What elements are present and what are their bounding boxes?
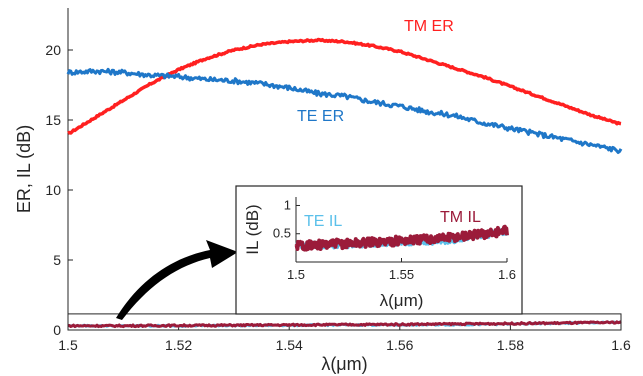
x-tick-label: 1.6 — [611, 337, 631, 353]
inset-y-axis-label: IL (dB) — [243, 204, 262, 254]
x-tick-label: 1.5 — [58, 337, 78, 353]
x-tick-label: 1.58 — [497, 337, 524, 353]
y-tick-label: 20 — [45, 42, 61, 58]
inset-frame — [235, 185, 523, 315]
label-tm-il: TM IL — [440, 209, 481, 226]
x-tick-label: 1.54 — [276, 337, 303, 353]
y-axis-label: ER, IL (dB) — [14, 125, 34, 213]
main-series — [66, 37, 623, 329]
inset-x-tick-label: 1.6 — [498, 267, 516, 282]
main-axes: 1.5 1.52 1.54 1.56 1.58 1.6 0 5 10 15 20 λ(μm) ER, I… — [14, 8, 631, 374]
inset-x-axis-label: λ(μm) — [380, 291, 424, 310]
label-te-er: TE ER — [297, 108, 344, 125]
inset-x-tick-label: 1.55 — [389, 267, 414, 282]
series-te-er — [66, 67, 623, 154]
inset-y-tick-label: 0.5 — [273, 226, 291, 241]
y-tick-label: 5 — [53, 252, 61, 268]
y-tick-label: 10 — [45, 182, 61, 198]
inset-x-tick-label: 1.5 — [287, 267, 305, 282]
x-tick-label: 1.52 — [165, 337, 192, 353]
series-tm-il — [67, 320, 622, 329]
series-tm-er — [67, 37, 622, 135]
zoom-arrow — [116, 240, 238, 320]
label-te-il: TE IL — [304, 213, 342, 230]
x-axis-label: λ(μm) — [321, 354, 367, 374]
inset-chart: 1.5 1.55 1.6 0.5 1 λ(μm) IL (dB) — [235, 185, 523, 315]
series-labels: TM ER TE ER TE IL TM IL — [297, 18, 481, 230]
label-tm-er: TM ER — [404, 18, 454, 35]
arrow-shape — [116, 240, 238, 320]
inset-series-tm-il — [294, 224, 509, 252]
inset-y-tick-label: 1 — [284, 197, 291, 212]
x-tick-label: 1.56 — [386, 337, 413, 353]
y-tick-label: 0 — [53, 322, 61, 338]
y-tick-label: 15 — [45, 112, 61, 128]
